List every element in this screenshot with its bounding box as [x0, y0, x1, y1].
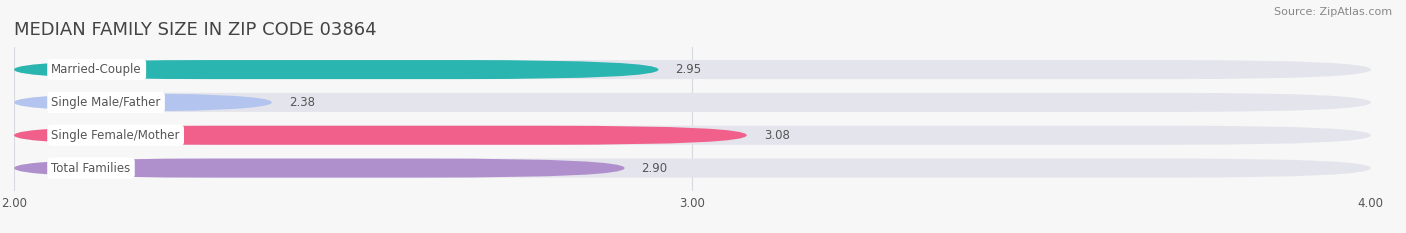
Text: MEDIAN FAMILY SIZE IN ZIP CODE 03864: MEDIAN FAMILY SIZE IN ZIP CODE 03864 [14, 21, 377, 39]
FancyBboxPatch shape [14, 126, 1371, 145]
FancyBboxPatch shape [14, 93, 271, 112]
Text: Total Families: Total Families [52, 161, 131, 175]
Text: 2.90: 2.90 [641, 161, 668, 175]
Text: Single Female/Mother: Single Female/Mother [52, 129, 180, 142]
FancyBboxPatch shape [14, 126, 747, 145]
Text: Source: ZipAtlas.com: Source: ZipAtlas.com [1274, 7, 1392, 17]
Text: 2.95: 2.95 [675, 63, 702, 76]
Text: Married-Couple: Married-Couple [52, 63, 142, 76]
Text: Single Male/Father: Single Male/Father [52, 96, 160, 109]
Text: 3.08: 3.08 [763, 129, 790, 142]
FancyBboxPatch shape [14, 159, 624, 178]
FancyBboxPatch shape [14, 60, 658, 79]
FancyBboxPatch shape [14, 159, 1371, 178]
FancyBboxPatch shape [14, 93, 1371, 112]
Text: 2.38: 2.38 [288, 96, 315, 109]
FancyBboxPatch shape [14, 60, 1371, 79]
